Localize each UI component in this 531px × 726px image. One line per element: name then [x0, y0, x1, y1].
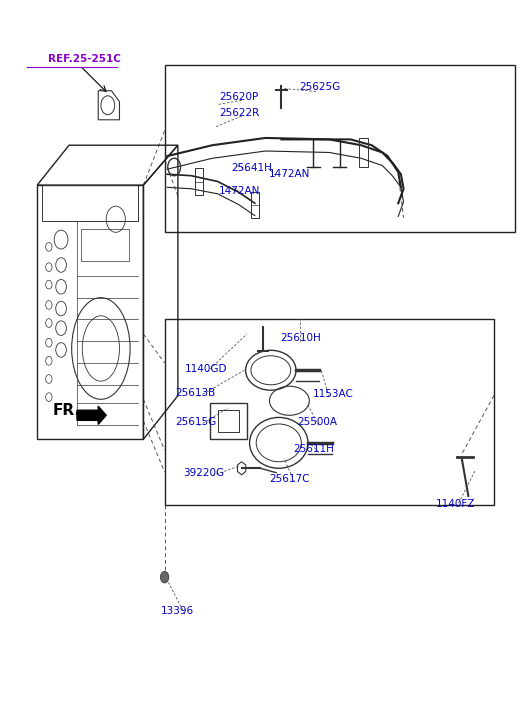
Text: 25620P: 25620P — [219, 92, 259, 102]
Text: 1472AN: 1472AN — [269, 169, 311, 179]
Text: 1153AC: 1153AC — [313, 389, 354, 399]
Bar — [195, 168, 203, 195]
Bar — [165, 65, 515, 232]
Text: REF.25-251C: REF.25-251C — [48, 54, 121, 64]
Text: 13396: 13396 — [161, 606, 194, 616]
Text: 25617C: 25617C — [269, 474, 310, 484]
Text: 25641H: 25641H — [231, 163, 272, 173]
Text: 39220G: 39220G — [183, 468, 224, 478]
Bar — [165, 319, 494, 505]
Text: 1140FZ: 1140FZ — [435, 499, 475, 510]
Bar — [218, 410, 239, 432]
Bar — [359, 138, 368, 167]
Text: 25625G: 25625G — [299, 82, 340, 92]
Text: FR.: FR. — [53, 403, 81, 418]
Bar — [81, 229, 129, 261]
FancyArrow shape — [77, 407, 106, 424]
Text: 25622R: 25622R — [219, 108, 260, 118]
Text: 25500A: 25500A — [297, 417, 337, 428]
Bar — [210, 403, 247, 439]
Text: 25613B: 25613B — [175, 388, 216, 399]
Circle shape — [160, 571, 169, 583]
Text: 25615G: 25615G — [175, 417, 217, 428]
Text: 1140GD: 1140GD — [185, 364, 227, 374]
Bar — [251, 192, 259, 218]
Text: 25610H: 25610H — [280, 333, 321, 343]
Text: 25611H: 25611H — [294, 444, 335, 454]
Text: 1472AN: 1472AN — [219, 186, 261, 196]
